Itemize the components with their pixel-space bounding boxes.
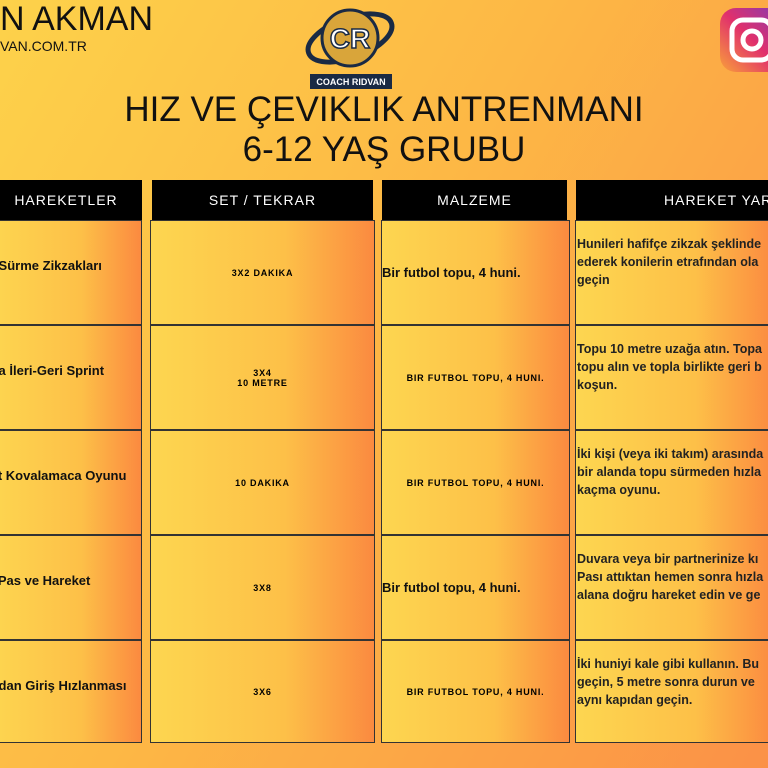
column-header: HAREKETLER (0, 180, 142, 220)
description-line: Duvara veya bir partnerinize kı (577, 552, 759, 566)
sets-cell: 10 DAKIKA (150, 430, 375, 535)
logo: CR COACH RIDVAN (305, 8, 395, 89)
logo-name: COACH RIDVAN (316, 77, 385, 87)
description-line: İki kişi (veya iki takım) arasında (577, 447, 764, 461)
logo-initials: CR (330, 23, 370, 54)
column-header: HAREKET YAR (576, 180, 768, 220)
sets-text: 3X6 (253, 686, 272, 697)
instagram-icon (720, 8, 768, 72)
description-line: koşun. (577, 378, 618, 392)
movement-cell: sit Kovalamaca Oyunu (0, 430, 142, 535)
movement-text: sit Kovalamaca Oyunu (0, 468, 127, 483)
brand-name: N AKMAN (0, 0, 154, 38)
movement-text: a Pas ve Hareket (0, 573, 91, 588)
description-cell: İki huniyi kale gibi kullanın. Bu geçin, … (575, 640, 768, 743)
title-line: 6-12 YAŞ GRUBU (242, 130, 526, 169)
description-line: geçin, 5 metre sonra durun ve (577, 675, 755, 689)
sets-text: 3X4 (253, 367, 272, 378)
equipment-cell: Bir futbol topu, 4 huni. (381, 535, 570, 640)
sets-text: 3X8 (253, 582, 272, 593)
movement-text: o Sürme Zikzakları (0, 258, 102, 273)
sets-text: 10 METRE (237, 377, 288, 388)
equipment-cell: Bir futbol topu, 4 huni. (381, 220, 570, 325)
sets-text: 10 DAKIKA (235, 477, 290, 488)
description-line: alana doğru hareket edin ve ge (577, 588, 761, 602)
movement-text: pıdan Giriş Hızlanması (0, 678, 127, 693)
equipment-text: BIR FUTBOL TOPU, 4 HUNI. (406, 477, 545, 488)
equipment-cell: BIR FUTBOL TOPU, 4 HUNI. (381, 325, 570, 430)
description-line: topu alın ve topla birlikte geri b (577, 360, 762, 374)
description-line: kaçma oyunu. (577, 483, 661, 497)
movement-cell: pla İleri-Geri Sprint (0, 325, 142, 430)
sets-cell: 3X6 (150, 640, 375, 743)
equipment-text: Bir futbol topu, 4 huni. (382, 265, 521, 280)
description-cell: Hunileri hafifçe zikzak şeklinde ederek k… (575, 220, 768, 325)
description-line: Topu 10 metre uzağa atın. Topa (577, 342, 762, 356)
equipment-text: BIR FUTBOL TOPU, 4 HUNI. (406, 686, 545, 697)
description-line: aynı kapıdan geçin. (577, 693, 693, 707)
sets-text: 3X2 DAKIKA (231, 267, 294, 278)
description-line: İki huniyi kale gibi kullanın. Bu (577, 657, 759, 671)
sets-cell: 3X4 10 METRE (150, 325, 375, 430)
description-line: Pası attıktan hemen sonra hızla (577, 570, 764, 584)
equipment-cell: BIR FUTBOL TOPU, 4 HUNI. (381, 640, 570, 743)
equipment-cell: BIR FUTBOL TOPU, 4 HUNI. (381, 430, 570, 535)
equipment-text: Bir futbol topu, 4 huni. (382, 580, 521, 595)
description-line: ederek konilerin etrafından ola (577, 255, 759, 269)
description-cell: Duvara veya bir partnerinize kı Pası attı… (575, 535, 768, 640)
movement-cell: pıdan Giriş Hızlanması (0, 640, 142, 743)
description-line: geçin (577, 273, 610, 287)
description-cell: Topu 10 metre uzağa atın. Topa topu alın … (575, 325, 768, 430)
column-header: MALZEME (382, 180, 567, 220)
column-header: SET / TEKRAR (152, 180, 373, 220)
description-cell: İki kişi (veya iki takım) arasında bir al… (575, 430, 768, 535)
movement-cell: o Sürme Zikzakları (0, 220, 142, 325)
movement-text: pla İleri-Geri Sprint (0, 363, 105, 378)
title-line: HIZ VE ÇEVIKLIK ANTRENMANI (124, 90, 644, 129)
website: VAN.COM.TR (0, 38, 87, 54)
description-line: bir alanda topu sürmeden hızla (577, 465, 762, 479)
sets-cell: 3X8 (150, 535, 375, 640)
description-line: Hunileri hafifçe zikzak şeklinde (577, 237, 762, 251)
sets-cell: 3X2 DAKIKA (150, 220, 375, 325)
equipment-text: BIR FUTBOL TOPU, 4 HUNI. (406, 372, 545, 383)
movement-cell: a Pas ve Hareket (0, 535, 142, 640)
